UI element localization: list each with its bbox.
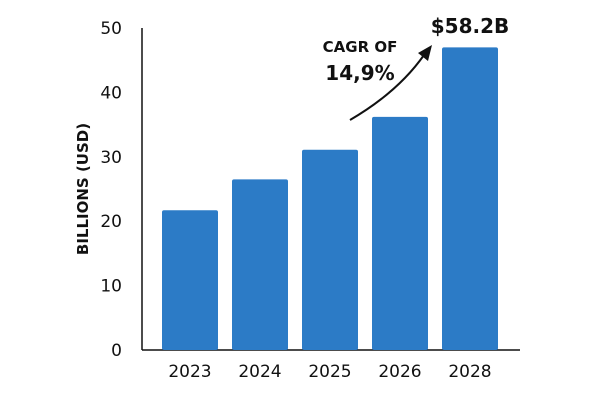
cagr-value: 14,9%	[325, 61, 394, 85]
y-tick-label: 20	[100, 212, 122, 232]
bar-2023	[162, 210, 218, 350]
final-value-label: $58.2B	[431, 14, 510, 38]
y-tick-label: 40	[100, 83, 122, 103]
x-tick-label: 2028	[448, 362, 491, 382]
bar-2025	[302, 149, 358, 350]
y-tick-label: 50	[100, 19, 122, 39]
y-tick-label: 0	[111, 341, 122, 361]
cagr-arrowhead-icon	[418, 45, 432, 61]
y-tick-label: 30	[100, 148, 122, 168]
bar-2026	[372, 116, 428, 350]
x-tick-label: 2023	[168, 362, 211, 382]
x-labels-group: 2023 2024 2025 2026 2028	[168, 362, 491, 382]
bar-2028	[442, 47, 498, 350]
x-tick-label: 2026	[378, 362, 421, 382]
x-tick-label: 2024	[238, 362, 281, 382]
cagr-label: CAGR OF	[323, 38, 398, 56]
bar-2024	[232, 179, 288, 350]
cagr-arrow	[349, 54, 425, 121]
bars-group	[162, 47, 498, 350]
y-tick-label: 10	[100, 277, 122, 297]
y-axis-title: BILLIONS (USD)	[74, 123, 92, 255]
x-tick-label: 2025	[308, 362, 351, 382]
